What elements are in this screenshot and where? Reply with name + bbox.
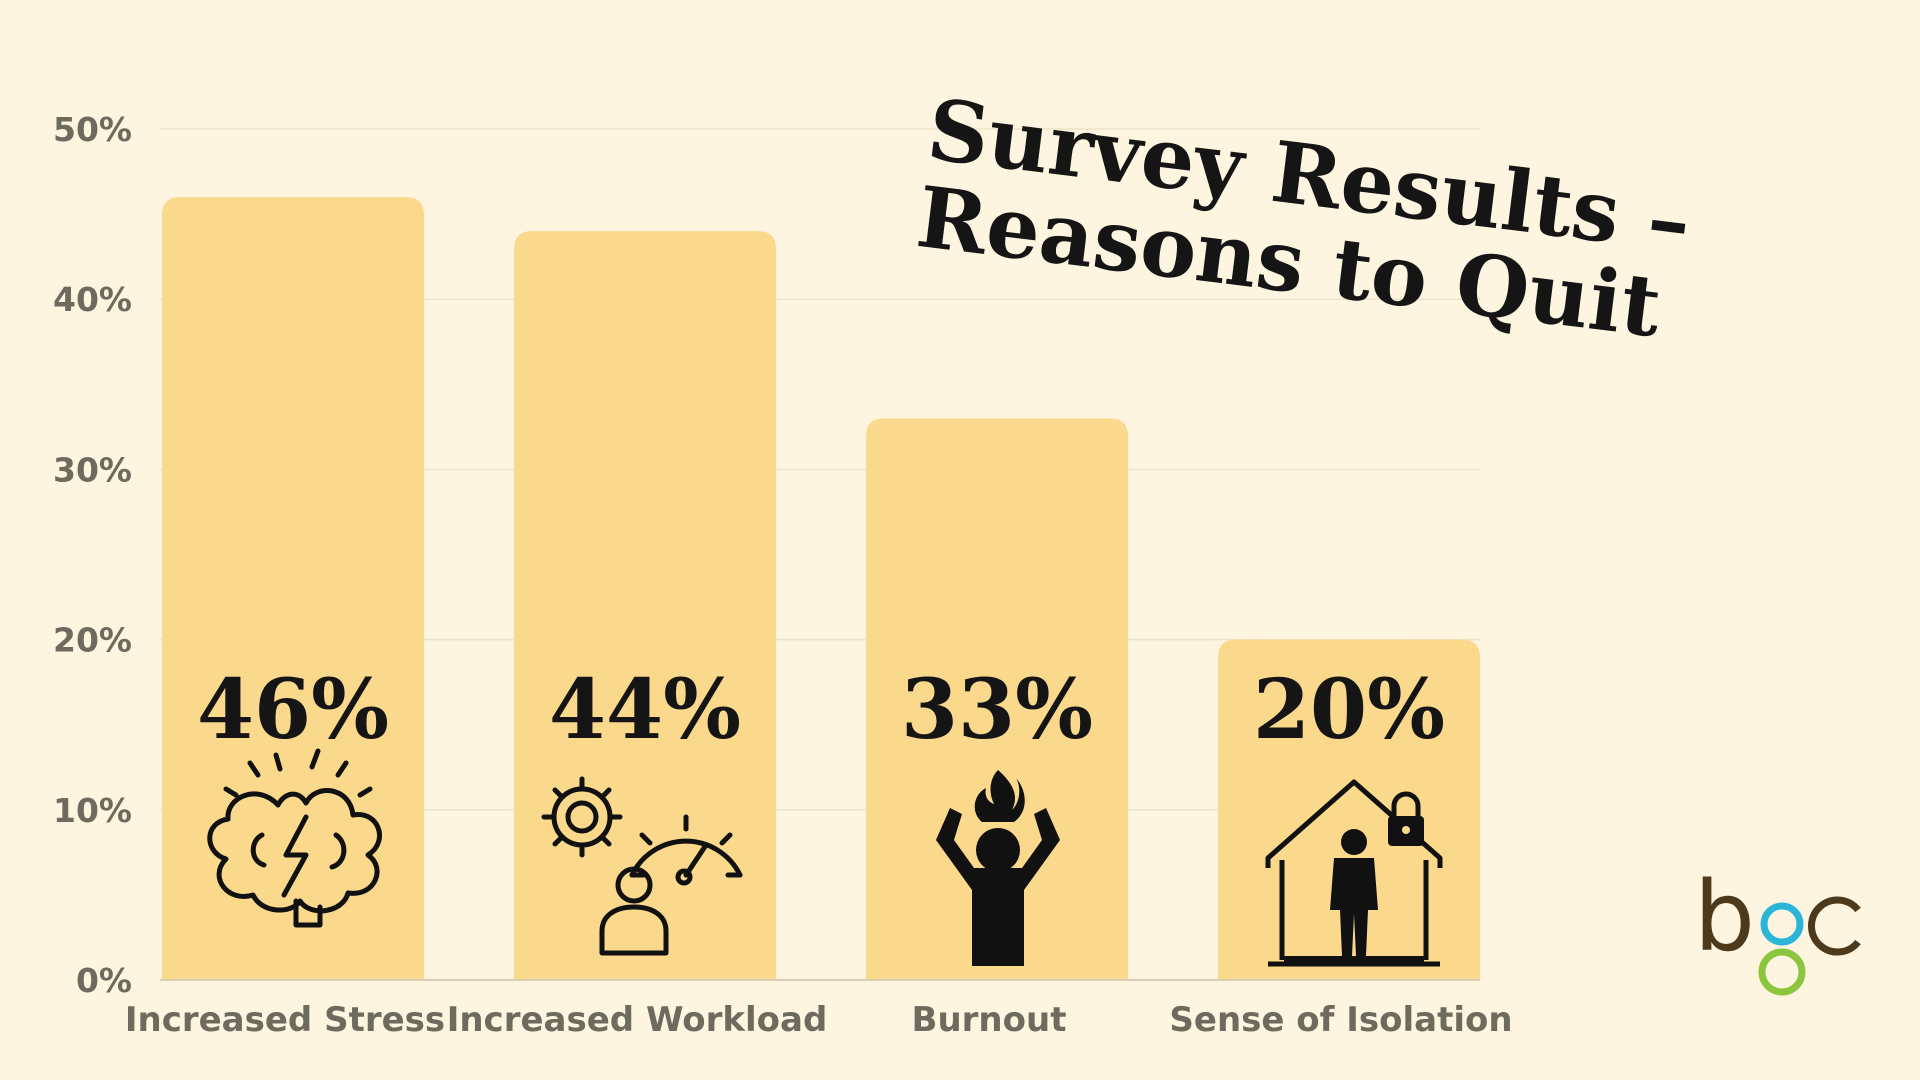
x-tick-label: Increased Workload <box>447 1000 828 1040</box>
x-tick-label: Sense of Isolation <box>1169 1000 1512 1040</box>
y-tick-label: 30% <box>53 450 132 489</box>
y-tick-label: 0% <box>76 961 132 1000</box>
workload-gauge-icon <box>541 776 743 956</box>
brain-stress-icon <box>207 748 382 928</box>
bgc-logo: b <box>1694 861 1861 996</box>
value-label: 46% <box>197 662 389 758</box>
bar-increased-workload <box>514 231 776 980</box>
y-tick-label: 40% <box>53 280 132 319</box>
y-tick-label: 50% <box>53 110 132 149</box>
y-tick-label: 20% <box>53 621 132 660</box>
value-labels: 46% 44% 33% 20% <box>197 662 1445 758</box>
y-tick-label: 10% <box>53 791 132 830</box>
bar-burnout <box>866 418 1128 981</box>
bar-increased-stress <box>162 197 424 980</box>
isolation-house-icon <box>1265 779 1443 967</box>
value-label: 44% <box>549 662 741 758</box>
x-axis: Increased Stress Increased Workload Burnou… <box>125 1000 1513 1040</box>
logo-letter-b: b <box>1694 861 1755 973</box>
burnout-person-icon <box>936 770 1060 966</box>
value-label: 20% <box>1253 662 1445 758</box>
x-tick-label: Burnout <box>912 1000 1067 1040</box>
value-label: 33% <box>901 662 1093 758</box>
y-axis: 0% 10% 20% 30% 40% 50% <box>53 110 132 1000</box>
chart-title: Survey Results – Reasons to Quit <box>912 80 1696 357</box>
x-tick-label: Increased Stress <box>125 1000 445 1040</box>
